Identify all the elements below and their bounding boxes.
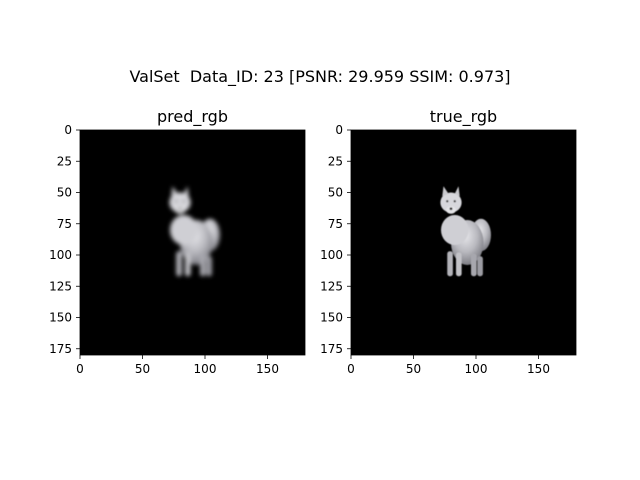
axes-title-pred: pred_rgb (157, 107, 228, 127)
axes-frame-pred (79, 129, 306, 356)
x-tick-label-true: 0 (347, 362, 355, 376)
axes-frame-true (350, 129, 577, 356)
axes-true: true_rgb 0 50 100 150 0 25 50 75 100 125 150 175 (320, 107, 577, 376)
y-tick-label-pred: 175 (49, 342, 72, 356)
y-tick-label-true: 50 (328, 186, 343, 200)
y-tick-label-true: 150 (320, 311, 343, 325)
y-tick-label-true: 175 (320, 342, 343, 356)
x-tick-label-pred: 150 (256, 362, 279, 376)
y-tick-label-pred: 25 (57, 154, 72, 168)
axes-pred: pred_rgb 0 50 100 150 0 25 50 75 100 125 150 175 (49, 107, 306, 376)
x-tick-label-true: 50 (406, 362, 421, 376)
x-tick-label-pred: 0 (76, 362, 84, 376)
x-tick-label-pred: 100 (194, 362, 217, 376)
y-tick-label-pred: 150 (49, 311, 72, 325)
figure-suptitle: ValSet Data_ID: 23 [PSNR: 29.959 SSIM: 0… (129, 67, 511, 86)
y-tick-label-true: 0 (335, 123, 343, 137)
x-tick-label-true: 150 (527, 362, 550, 376)
y-tick-label-true: 100 (320, 248, 343, 262)
x-tick-label-pred: 50 (135, 362, 150, 376)
x-tick-label-true: 100 (465, 362, 488, 376)
y-tick-label-true: 125 (320, 279, 343, 293)
y-tick-label-true: 25 (328, 154, 343, 168)
y-tick-label-true: 75 (328, 217, 343, 231)
y-tick-label-pred: 50 (57, 186, 72, 200)
y-tick-label-pred: 100 (49, 248, 72, 262)
y-tick-label-pred: 75 (57, 217, 72, 231)
y-tick-label-pred: 0 (64, 123, 72, 137)
axes-title-true: true_rgb (430, 107, 497, 127)
y-tick-label-pred: 125 (49, 279, 72, 293)
